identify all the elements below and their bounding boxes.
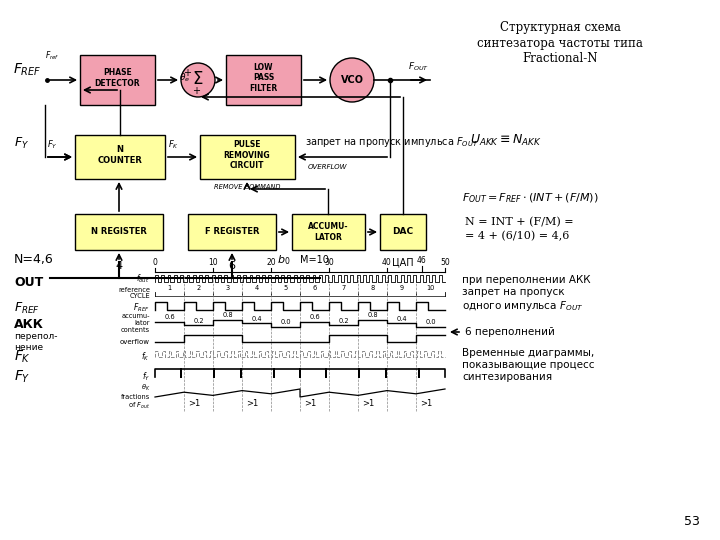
Text: >1: >1 — [246, 400, 258, 408]
Text: 0.2: 0.2 — [193, 318, 204, 323]
Text: ЦАП: ЦАП — [392, 257, 414, 267]
Text: $F_K$: $F_K$ — [14, 349, 31, 365]
Text: запрет на пропуск импульса $F_{OUT}$: запрет на пропуск импульса $F_{OUT}$ — [305, 135, 479, 149]
Text: M=10: M=10 — [300, 255, 328, 265]
Text: F REGISTER: F REGISTER — [204, 227, 259, 237]
FancyBboxPatch shape — [292, 214, 365, 250]
Text: overflow: overflow — [120, 339, 150, 345]
Text: DAC: DAC — [392, 227, 413, 237]
Text: = 4 + (6/10) = 4,6: = 4 + (6/10) = 4,6 — [465, 231, 570, 241]
Text: 4: 4 — [115, 261, 122, 271]
Text: 0: 0 — [153, 258, 158, 267]
Text: 10: 10 — [208, 258, 218, 267]
Text: 40: 40 — [382, 258, 392, 267]
Text: $F_{OUT}$: $F_{OUT}$ — [408, 60, 429, 73]
Text: 3: 3 — [225, 285, 230, 291]
Text: accumu-
lator
contents: accumu- lator contents — [121, 313, 150, 333]
Text: $F_{REF}$: $F_{REF}$ — [133, 302, 150, 314]
Text: АКК: АКК — [14, 319, 44, 332]
Text: 6: 6 — [228, 261, 235, 271]
Text: 0.6: 0.6 — [164, 314, 175, 320]
Text: +: + — [192, 86, 200, 96]
Text: 8: 8 — [370, 285, 374, 291]
Text: 0.0: 0.0 — [426, 320, 436, 326]
Text: 50: 50 — [440, 258, 450, 267]
Text: $F_{OUT} = F_{REF} \cdot (INT + (F/M))$: $F_{OUT} = F_{REF} \cdot (INT + (F/M))$ — [462, 191, 598, 205]
Text: 5: 5 — [284, 285, 287, 291]
Text: 6: 6 — [312, 285, 317, 291]
Text: $F_Y$: $F_Y$ — [47, 138, 58, 151]
Text: >1: >1 — [305, 400, 317, 408]
FancyBboxPatch shape — [200, 135, 295, 179]
Text: 0.8: 0.8 — [222, 312, 233, 318]
Text: $\theta_e$: $\theta_e$ — [179, 72, 190, 84]
Text: $f_K$: $f_K$ — [141, 351, 150, 363]
Text: +: + — [183, 68, 191, 78]
Text: $f_Y$: $f_Y$ — [142, 371, 150, 383]
Text: 30: 30 — [324, 258, 334, 267]
FancyBboxPatch shape — [226, 55, 301, 105]
Text: перепол-
нение: перепол- нение — [14, 332, 58, 352]
Text: 0.8: 0.8 — [367, 312, 378, 318]
Text: Временные диаграммы,
показывающие процесс
синтезирования: Временные диаграммы, показывающие процес… — [462, 348, 595, 382]
Text: 0.0: 0.0 — [280, 320, 291, 326]
Text: PULSE
REMOVING
CIRCUIT: PULSE REMOVING CIRCUIT — [224, 140, 270, 170]
Text: 9: 9 — [400, 285, 404, 291]
Text: Структурная схема
синтезатора частоты типа
Fractional-N: Структурная схема синтезатора частоты ти… — [477, 22, 643, 64]
Text: $F_{REF}$: $F_{REF}$ — [13, 62, 42, 78]
Text: 53: 53 — [684, 515, 700, 528]
FancyBboxPatch shape — [75, 214, 163, 250]
Text: OUT: OUT — [14, 275, 43, 288]
Text: $U_{AKK} \equiv N_{AKK}$: $U_{AKK} \equiv N_{AKK}$ — [470, 132, 541, 147]
Text: 0.2: 0.2 — [338, 318, 348, 323]
Text: 2: 2 — [197, 285, 201, 291]
Text: VCO: VCO — [341, 75, 364, 85]
FancyBboxPatch shape — [80, 55, 155, 105]
Text: 1: 1 — [168, 285, 171, 291]
Text: >1: >1 — [420, 400, 433, 408]
Text: 20: 20 — [266, 258, 276, 267]
Text: 6 переполнений: 6 переполнений — [465, 327, 555, 337]
Text: N = INT + (F/M) =: N = INT + (F/M) = — [465, 217, 574, 227]
Text: $b_0$: $b_0$ — [277, 253, 291, 267]
Text: OVERFLOW: OVERFLOW — [308, 164, 348, 170]
Text: 0.4: 0.4 — [396, 316, 407, 322]
Text: $F_{ref}$: $F_{ref}$ — [45, 50, 59, 62]
FancyBboxPatch shape — [188, 214, 276, 250]
Text: 4: 4 — [254, 285, 258, 291]
Text: REMOVE COMMAND: REMOVE COMMAND — [214, 184, 280, 190]
Text: $F_K$: $F_K$ — [168, 138, 179, 151]
Text: N=4,6: N=4,6 — [14, 253, 54, 267]
Circle shape — [330, 58, 374, 102]
Text: $\Sigma$: $\Sigma$ — [192, 70, 204, 88]
FancyBboxPatch shape — [380, 214, 426, 250]
Text: N REGISTER: N REGISTER — [91, 227, 147, 237]
Text: >1: >1 — [362, 400, 374, 408]
Text: reference
CYCLE: reference CYCLE — [118, 287, 150, 300]
Text: N
COUNTER: N COUNTER — [98, 145, 143, 165]
Text: $F_{REF}$: $F_{REF}$ — [14, 300, 40, 315]
Text: LOW
PASS
FILTER: LOW PASS FILTER — [249, 63, 278, 93]
Text: PHASE
DETECTOR: PHASE DETECTOR — [95, 68, 140, 87]
Text: при переполнении АКК
запрет на пропуск
одного импульса $F_{OUT}$: при переполнении АКК запрет на пропуск о… — [462, 275, 590, 313]
Text: $\theta_K$
fractions
of $F_{out}$: $\theta_K$ fractions of $F_{out}$ — [121, 383, 150, 411]
Text: >1: >1 — [189, 400, 201, 408]
Text: $F_Y$: $F_Y$ — [14, 369, 30, 385]
Text: 0.4: 0.4 — [251, 316, 262, 322]
Text: 7: 7 — [341, 285, 346, 291]
Text: 0.6: 0.6 — [309, 314, 320, 320]
Text: $f_{out}$: $f_{out}$ — [136, 273, 150, 285]
FancyBboxPatch shape — [75, 135, 165, 179]
Text: 10: 10 — [426, 285, 435, 291]
Text: $F_Y$: $F_Y$ — [14, 136, 29, 151]
Text: 46: 46 — [417, 256, 427, 265]
Text: ACCUMU-
LATOR: ACCUMU- LATOR — [307, 222, 348, 242]
Circle shape — [181, 63, 215, 97]
